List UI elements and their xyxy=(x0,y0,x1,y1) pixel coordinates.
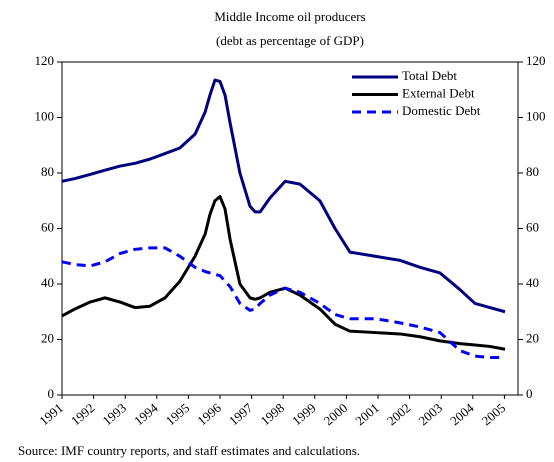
y2-tick-label: 40 xyxy=(526,275,539,290)
x-tick-label: 2004 xyxy=(447,400,477,429)
y-tick-label: 120 xyxy=(35,53,55,68)
source-note: Source: IMF country reports, and staff e… xyxy=(18,443,360,458)
x-tick-label: 1996 xyxy=(194,400,224,429)
x-tick-label: 1995 xyxy=(163,400,193,428)
chart-title: Middle Income oil producers xyxy=(214,9,365,24)
y-tick-label: 20 xyxy=(41,330,54,345)
x-tick-label: 1993 xyxy=(99,400,129,428)
x-tick-label: 1994 xyxy=(131,400,161,429)
series-line xyxy=(61,195,506,351)
x-tick-label: 1998 xyxy=(257,400,287,428)
x-tick-label: 2005 xyxy=(479,400,509,428)
series-line xyxy=(61,246,506,360)
x-tick-label: 1999 xyxy=(289,400,319,428)
y2-tick-label: 20 xyxy=(526,330,539,345)
y-tick-label: 40 xyxy=(41,275,54,290)
y2-tick-label: 60 xyxy=(526,219,539,234)
y-tick-label: 80 xyxy=(41,164,54,179)
legend-label: Domestic Debt xyxy=(402,103,481,118)
x-tick-label: 2003 xyxy=(415,400,445,428)
x-tick-label: 2002 xyxy=(384,400,414,428)
x-tick-label: 1997 xyxy=(226,400,256,429)
y-tick-label: 0 xyxy=(48,386,55,401)
x-tick-label: 2001 xyxy=(352,400,382,428)
y-tick-label: 100 xyxy=(35,108,55,123)
x-tick-label: 1992 xyxy=(68,400,98,428)
x-tick-label: 1991 xyxy=(36,400,66,428)
series-line xyxy=(61,78,506,314)
y2-tick-label: 120 xyxy=(526,53,546,68)
y2-tick-label: 100 xyxy=(526,108,546,123)
legend-label: Total Debt xyxy=(402,68,457,83)
y-tick-label: 60 xyxy=(41,219,54,234)
legend-label: External Debt xyxy=(402,85,475,100)
y2-tick-label: 0 xyxy=(526,386,533,401)
y2-tick-label: 80 xyxy=(526,164,539,179)
chart-subtitle: (debt as percentage of GDP) xyxy=(216,33,364,48)
x-tick-label: 2000 xyxy=(321,400,351,428)
